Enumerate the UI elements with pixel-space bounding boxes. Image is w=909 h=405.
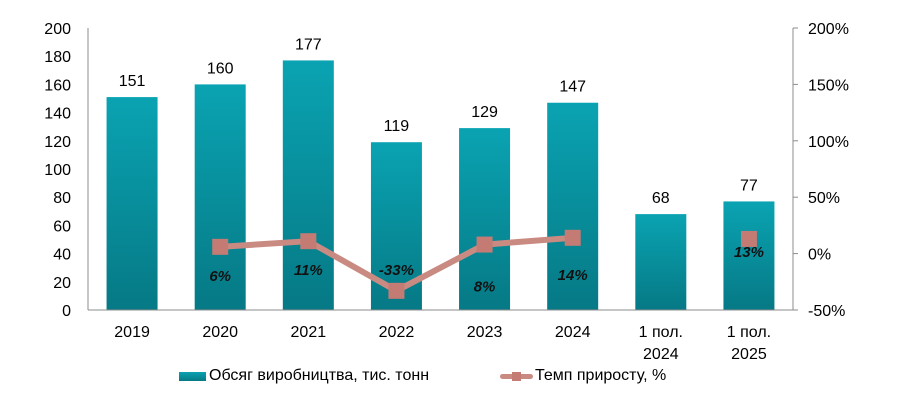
growth-value-label: 8% [474, 279, 496, 296]
bar-value-label: 68 [652, 190, 670, 207]
x-axis: 2019 2020 2021 2022 2023 2024 1 пол. 2024 1 пол.… [88, 309, 793, 363]
bar-value-label: 177 [295, 36, 322, 53]
x-axis-label: 2025 [731, 346, 767, 363]
bar [106, 97, 158, 310]
left-axis-tick: 200 [44, 21, 71, 38]
bar [635, 214, 687, 310]
left-axis-tick: 160 [44, 77, 71, 94]
left-axis-tick: 80 [53, 190, 71, 207]
line-marker [740, 230, 757, 247]
bar-value-label: 160 [207, 60, 234, 77]
bar-value-label: 147 [559, 79, 586, 96]
right-axis-tick: 0% [808, 247, 831, 264]
legend-label-growth: Темп приросту, % [535, 367, 667, 384]
line-marker [212, 238, 229, 255]
bar [282, 60, 334, 311]
left-axis-tick: 100 [44, 162, 71, 179]
line-marker [300, 233, 317, 250]
bar [459, 128, 511, 310]
left-axis-tick: 60 [53, 218, 71, 235]
legend: Обсяг виробництва, тис. тонн Темп прирос… [0, 367, 909, 391]
line-marker-swatch-icon [500, 371, 533, 381]
right-axis-tick: 150% [808, 77, 849, 94]
left-axis-tick: 120 [44, 134, 71, 151]
line-marker [388, 282, 405, 299]
growth-value-label: 14% [558, 267, 588, 284]
left-axis-tick: 20 [53, 275, 71, 292]
growth-value-label: 6% [209, 268, 231, 285]
legend-item-volume: Обсяг виробництва, тис. тонн [179, 367, 429, 385]
bar [723, 201, 775, 310]
line-series: 6% 11% -33% 8% 14% 13% [209, 229, 764, 299]
x-axis-label: 1 пол. [727, 324, 771, 341]
x-axis-label: 2024 [643, 346, 679, 363]
growth-value-label: -33% [379, 262, 414, 279]
right-axis-tick: 100% [808, 134, 849, 151]
growth-value-label: 13% [734, 244, 764, 261]
right-axis-tick: 50% [808, 190, 840, 207]
bar [194, 84, 246, 311]
right-y-axis: -50% 0% 50% 100% 150% 200% [792, 21, 849, 320]
line-marker [476, 236, 493, 253]
bar-swatch-icon [179, 371, 206, 381]
x-axis-label: 2022 [379, 324, 415, 341]
growth-value-label: 11% [294, 262, 323, 279]
bar-value-label: 151 [119, 73, 146, 90]
left-axis-tick: 0 [62, 303, 71, 320]
left-axis-tick: 40 [53, 247, 71, 264]
legend-label-volume: Обсяг виробництва, тис. тонн [209, 367, 430, 384]
left-axis-tick: 180 [44, 49, 71, 66]
bar-value-label: 77 [740, 177, 758, 194]
bar [547, 102, 599, 310]
legend-item-growth: Темп приросту, % [500, 367, 666, 385]
x-axis-label: 2020 [202, 324, 238, 341]
bar-value-label: 119 [384, 118, 410, 135]
line-marker [564, 229, 581, 246]
right-axis-tick: 200% [808, 21, 849, 38]
x-axis-label: 2023 [467, 324, 503, 341]
x-axis-label: 1 пол. [639, 324, 683, 341]
left-y-axis: 0 20 40 60 80 100 120 140 160 180 200 [44, 21, 89, 320]
x-axis-label: 2019 [114, 324, 150, 341]
right-axis-tick: -50% [808, 303, 845, 320]
bar-value-label: 129 [471, 104, 498, 121]
x-axis-label: 2024 [555, 324, 591, 341]
left-axis-tick: 140 [44, 106, 71, 123]
x-axis-label: 2021 [291, 324, 327, 341]
